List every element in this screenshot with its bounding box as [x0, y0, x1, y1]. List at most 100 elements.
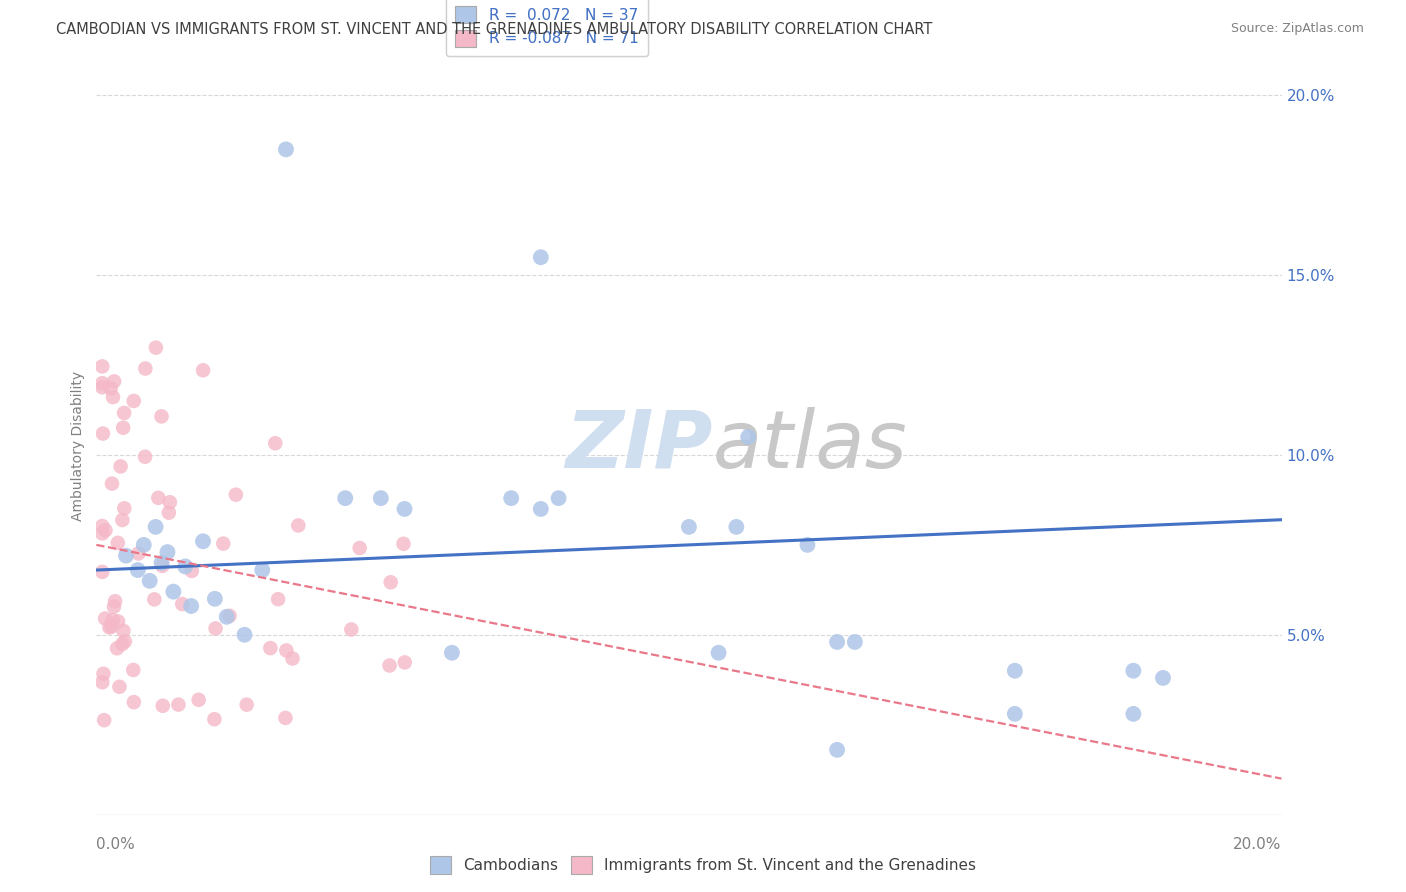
Point: [143, 592, 166, 607]
Point: [340, 623, 363, 637]
Point: [122, 393, 145, 408]
Point: [392, 537, 415, 551]
Point: [132, 538, 155, 552]
Text: Source: ZipAtlas.com: Source: ZipAtlas.com: [1230, 22, 1364, 36]
Point: [440, 646, 463, 660]
Legend: R =  0.072   N = 37, R = -0.087   N = 71: R = 0.072 N = 37, R = -0.087 N = 71: [446, 0, 648, 56]
Point: [796, 538, 818, 552]
Point: [394, 656, 416, 670]
Point: [107, 615, 129, 629]
Y-axis label: Ambulatory Disability: Ambulatory Disability: [72, 371, 86, 521]
Point: [100, 620, 122, 634]
Point: [212, 536, 235, 550]
Point: [156, 545, 179, 559]
Point: [844, 635, 866, 649]
Point: [267, 592, 290, 607]
Point: [101, 476, 124, 491]
Point: [91, 565, 114, 579]
Point: [148, 491, 170, 505]
Point: [157, 506, 180, 520]
Point: [103, 599, 125, 614]
Point: [725, 520, 748, 534]
Point: [281, 651, 304, 665]
Point: [145, 341, 167, 355]
Point: [825, 635, 848, 649]
Point: [530, 502, 553, 516]
Point: [114, 634, 136, 648]
Point: [378, 658, 401, 673]
Point: [94, 523, 117, 537]
Point: [122, 695, 145, 709]
Point: [167, 698, 190, 712]
Text: 20.0%: 20.0%: [1233, 837, 1281, 852]
Point: [204, 622, 226, 636]
Point: [145, 520, 167, 534]
Point: [180, 599, 202, 613]
Point: [111, 513, 134, 527]
Point: [1004, 664, 1026, 678]
Legend: Cambodians, Immigrants from St. Vincent and the Grenadines: Cambodians, Immigrants from St. Vincent …: [423, 850, 983, 880]
Point: [335, 491, 357, 505]
Point: [1122, 664, 1144, 678]
Point: [501, 491, 523, 505]
Point: [215, 609, 238, 624]
Text: atlas: atlas: [713, 407, 907, 485]
Point: [233, 628, 256, 642]
Point: [1152, 671, 1174, 685]
Point: [159, 495, 181, 509]
Point: [150, 556, 173, 570]
Point: [112, 421, 135, 435]
Point: [91, 519, 114, 533]
Point: [191, 534, 214, 549]
Point: [112, 624, 135, 638]
Point: [150, 409, 173, 424]
Point: [191, 363, 214, 377]
Point: [134, 361, 156, 376]
Point: [98, 620, 121, 634]
Point: [112, 406, 135, 420]
Point: [530, 250, 553, 264]
Point: [235, 698, 257, 712]
Point: [225, 488, 247, 502]
Point: [678, 520, 700, 534]
Point: [204, 591, 226, 606]
Point: [737, 430, 759, 444]
Text: 0.0%: 0.0%: [97, 837, 135, 852]
Point: [115, 549, 138, 563]
Point: [187, 693, 209, 707]
Point: [101, 613, 124, 627]
Point: [547, 491, 569, 505]
Point: [91, 675, 114, 690]
Point: [274, 142, 297, 156]
Point: [370, 491, 392, 505]
Point: [1122, 706, 1144, 721]
Point: [93, 666, 115, 681]
Point: [174, 559, 197, 574]
Point: [825, 743, 848, 757]
Point: [349, 541, 371, 555]
Point: [91, 380, 114, 394]
Point: [91, 376, 114, 391]
Point: [252, 563, 274, 577]
Text: CAMBODIAN VS IMMIGRANTS FROM ST. VINCENT AND THE GRENADINES AMBULATORY DISABILIT: CAMBODIAN VS IMMIGRANTS FROM ST. VINCENT…: [56, 22, 932, 37]
Point: [100, 381, 122, 395]
Point: [101, 390, 124, 404]
Point: [108, 680, 131, 694]
Point: [103, 375, 125, 389]
Point: [218, 608, 240, 623]
Point: [111, 637, 134, 651]
Point: [122, 663, 145, 677]
Point: [91, 526, 114, 541]
Point: [134, 450, 156, 464]
Point: [1004, 706, 1026, 721]
Point: [274, 711, 297, 725]
Point: [287, 518, 309, 533]
Point: [138, 574, 160, 588]
Point: [127, 546, 149, 560]
Text: ZIP: ZIP: [565, 407, 713, 485]
Point: [264, 436, 287, 450]
Point: [172, 597, 194, 611]
Point: [91, 426, 114, 441]
Point: [202, 712, 225, 726]
Point: [105, 641, 128, 656]
